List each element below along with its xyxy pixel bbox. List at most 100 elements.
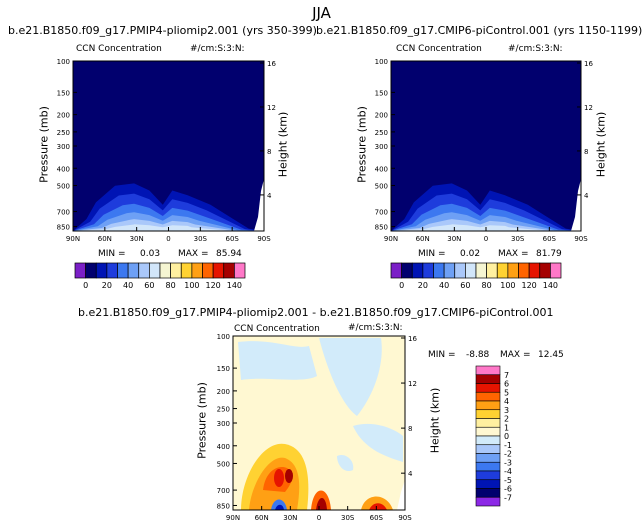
diff-colorbar-label: 0 xyxy=(504,432,509,441)
diff-xtick-label: 60S xyxy=(370,514,384,522)
panel2-min-value: 0.02 xyxy=(460,249,481,259)
panel2-colorbar-label: 0 xyxy=(399,281,404,290)
diff-colorbar-box xyxy=(475,374,501,384)
panel1-ytick-label: 500 xyxy=(57,183,70,191)
diff-contour-pos-8 xyxy=(361,496,393,510)
panel1-xtick-label: 0 xyxy=(166,235,170,243)
panel1-ytick-label: 250 xyxy=(57,129,70,137)
panel1-xtick-label: 90S xyxy=(257,235,271,243)
panel1-units-label: #/cm:S:3:N: xyxy=(190,44,245,54)
panel1-colorbar-label: 20 xyxy=(102,281,112,290)
panel1-xtick-label: 30N xyxy=(130,235,144,243)
panel2-ytick-label: 700 xyxy=(375,209,388,217)
diff-xtick-label: 60N xyxy=(255,514,269,522)
panel2-colorbar-label: 20 xyxy=(418,281,428,290)
diff-ytick-label: 300 xyxy=(217,420,230,428)
diff-colorbar-label: -2 xyxy=(504,450,512,459)
diff-colorbar-box xyxy=(475,496,501,507)
diff-max-label: MAX = xyxy=(500,350,531,360)
panel1-colorbar-label: 120 xyxy=(205,281,220,290)
panel1-variable-label: CCN Concentration xyxy=(76,44,162,54)
panel1-colorbar-box xyxy=(117,262,129,279)
panel1-y2tick-label: 16 xyxy=(267,60,276,68)
diff-colorbar-label: -7 xyxy=(504,493,512,502)
panel2-colorbar-label: 80 xyxy=(482,281,492,290)
diff-colorbar-label: 3 xyxy=(504,406,509,415)
diff-xtick-label: 90S xyxy=(398,514,412,522)
diff-contour-pos-5 xyxy=(285,469,293,483)
diff-xtick-label: 90N xyxy=(226,514,240,522)
diff-contour-pos-4 xyxy=(274,469,284,487)
diff-contour-pos-9 xyxy=(369,503,387,510)
diff-units-label: #/cm:S:3:N: xyxy=(348,323,403,333)
diff-colorbar-box xyxy=(475,453,501,463)
panel2-variable-label: CCN Concentration xyxy=(396,44,482,54)
panel2-colorbar-box xyxy=(411,262,424,279)
panel2-ytick-label: 100 xyxy=(375,58,388,66)
diff-colorbar-label: 5 xyxy=(504,388,509,397)
diff-xtick-label: 30S xyxy=(341,514,355,522)
diff-contour-neg-2 xyxy=(319,338,382,416)
panel1-ytick-label: 700 xyxy=(57,209,70,217)
panel1-ytick-label: 300 xyxy=(57,143,70,151)
panel1-ytick-label: 100 xyxy=(57,58,70,66)
panel1-colorbar-box xyxy=(202,262,214,279)
panel1-colorbar-box xyxy=(149,262,161,279)
diff-ytick-label: 100 xyxy=(217,333,230,341)
panel1-title: b.e21.B1850.f09_g17.PMIP4-pliomip2.001 (… xyxy=(8,24,317,37)
panel1-max-value: 85.94 xyxy=(216,249,242,259)
panel2-ytick-label: 200 xyxy=(375,112,388,120)
diff-ytick-label: 150 xyxy=(217,365,230,373)
panel1-min-label: MIN = xyxy=(98,249,126,259)
diff-xtick-label: 0 xyxy=(317,514,321,522)
panel2-max-label: MAX = xyxy=(498,249,529,259)
panel2-colorbar-box xyxy=(518,262,530,279)
panel1-colorbar-box xyxy=(106,262,118,279)
panel1-colorbar-box xyxy=(234,262,246,279)
diff-colorbar-box xyxy=(475,461,501,472)
panel1-colorbar-box xyxy=(95,262,108,279)
diff-colorbar-box xyxy=(475,488,501,498)
panel1-ytick-label: 150 xyxy=(57,89,70,97)
diff-colorbar-box xyxy=(475,470,501,481)
diff-ytick-label: 700 xyxy=(217,487,230,495)
panel2-xtick-label: 90N xyxy=(384,235,398,243)
diff-colorbar-label: -6 xyxy=(504,485,512,494)
panel2-xtick-label: 30S xyxy=(511,235,525,243)
panel1-xtick-label: 30S xyxy=(194,235,208,243)
panel2-xtick-label: 90S xyxy=(574,235,588,243)
panel2-colorbar-label: 40 xyxy=(439,281,449,290)
panel2-colorbar-box xyxy=(433,262,445,279)
panel1-colorbar-box xyxy=(85,262,97,279)
diff-variable-label: CCN Concentration xyxy=(234,324,320,334)
panel2-ytick-label: 400 xyxy=(375,165,388,173)
panel2-xtick-label: 60S xyxy=(543,235,557,243)
panel2-colorbar-label: 140 xyxy=(543,281,558,290)
panel1-colorbar-label: 40 xyxy=(123,281,133,290)
panel2-ytick-label: 300 xyxy=(375,143,388,151)
panel1-colorbar-label: 140 xyxy=(227,281,242,290)
panel2-colorbar-box xyxy=(443,262,456,279)
diff-colorbar-label: -4 xyxy=(504,467,512,476)
panel1-colorbar-label: 80 xyxy=(166,281,176,290)
diff-contour-neg-3 xyxy=(353,423,403,462)
panel2-colorbar-box xyxy=(496,262,509,279)
diff-colorbar-label: 4 xyxy=(504,397,509,406)
panel2-colorbar-label: 100 xyxy=(500,281,515,290)
diff-ytick-label: 250 xyxy=(217,406,230,414)
panel1-colorbar-label: 0 xyxy=(83,281,88,290)
diff-colorbar-label: -5 xyxy=(504,476,512,485)
panel2-y2tick-label: 12 xyxy=(584,104,593,112)
panel1-colorbar-box xyxy=(127,262,140,279)
diff-colorbar-label: 6 xyxy=(504,380,509,389)
panel1-colorbar-label: 100 xyxy=(184,281,199,290)
panel1-colorbar-label: 60 xyxy=(144,281,154,290)
diff-title: b.e21.B1850.f09_g17.PMIP4-pliomip2.001 -… xyxy=(78,306,554,319)
panel2-colorbar-label: 60 xyxy=(460,281,470,290)
panel1-colorbar-box xyxy=(159,262,171,279)
diff-colorbar-label: -1 xyxy=(504,441,512,450)
panel1-min-value: 0.03 xyxy=(140,249,161,259)
diff-contour-neg-1 xyxy=(238,341,317,380)
panel1-colorbar-box xyxy=(180,262,193,279)
panel2-surface-mask xyxy=(571,179,581,231)
